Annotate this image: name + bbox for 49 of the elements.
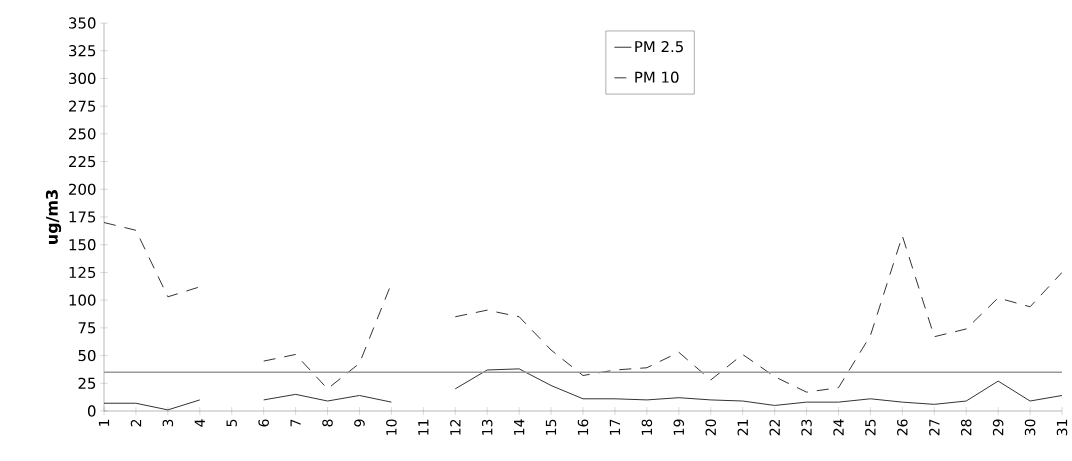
- y-tick-label: 200: [69, 183, 96, 195]
- x-tick-label: 5: [226, 419, 237, 427]
- x-tick-label: 18: [641, 419, 653, 435]
- x-tick-label: 7: [290, 419, 301, 427]
- x-tick-label: 11: [418, 419, 429, 435]
- x-tick-label: 24: [833, 419, 844, 436]
- y-tick-label: 250: [69, 128, 96, 140]
- x-tick-label: 26: [897, 419, 908, 436]
- x-tick-label: 2: [130, 419, 142, 427]
- x-tick-label: 29: [992, 419, 1004, 436]
- x-tick-label: 16: [577, 419, 589, 435]
- x-tick-label: 30: [1024, 419, 1036, 436]
- x-tick-label: 8: [322, 419, 333, 427]
- x-tick-label: 31: [1056, 419, 1068, 436]
- y-tick-label: 150: [69, 239, 96, 251]
- y-tick-label: 175: [69, 211, 96, 223]
- x-tick-label: 6: [258, 419, 269, 427]
- y-tick-label: 350: [69, 17, 96, 29]
- x-tick-label: 1: [98, 419, 110, 426]
- y-tick-label: 75: [78, 322, 96, 334]
- x-tick-label: 23: [801, 419, 812, 436]
- y-tick-label: 50: [78, 349, 96, 362]
- y-tick-label: 225: [69, 155, 96, 168]
- y-tick-label: 125: [69, 266, 96, 279]
- x-tick-label: 10: [386, 419, 397, 435]
- y-tick-label: 275: [69, 100, 96, 112]
- y-tick-label: 300: [69, 72, 96, 85]
- x-tick-label: 19: [673, 419, 685, 435]
- x-tick-label: 12: [450, 419, 461, 435]
- x-tick-label: 4: [194, 419, 205, 427]
- legend-label: PM 10: [635, 71, 679, 83]
- x-tick-label: 17: [609, 419, 621, 435]
- y-tick-label: 0: [87, 405, 96, 417]
- x-tick-label: 9: [354, 419, 365, 427]
- x-tick-label: 3: [162, 419, 174, 427]
- y-tick-label: 100: [69, 294, 96, 306]
- x-tick-label: 13: [481, 419, 493, 435]
- x-tick-label: 20: [705, 419, 717, 436]
- x-tick-label: 28: [960, 419, 972, 436]
- y-tick-label: 325: [69, 45, 96, 57]
- x-tick-label: 22: [769, 419, 780, 436]
- x-tick-label: 27: [929, 419, 940, 436]
- y-axis-title: ug/m3: [45, 190, 62, 244]
- x-tick-label: 14: [514, 419, 525, 435]
- x-tick-label: 21: [737, 419, 748, 436]
- x-tick-label: 15: [545, 419, 557, 435]
- x-tick-label: 25: [865, 419, 876, 436]
- legend-label: PM 2.5: [635, 40, 683, 53]
- y-tick-label: 25: [78, 377, 96, 389]
